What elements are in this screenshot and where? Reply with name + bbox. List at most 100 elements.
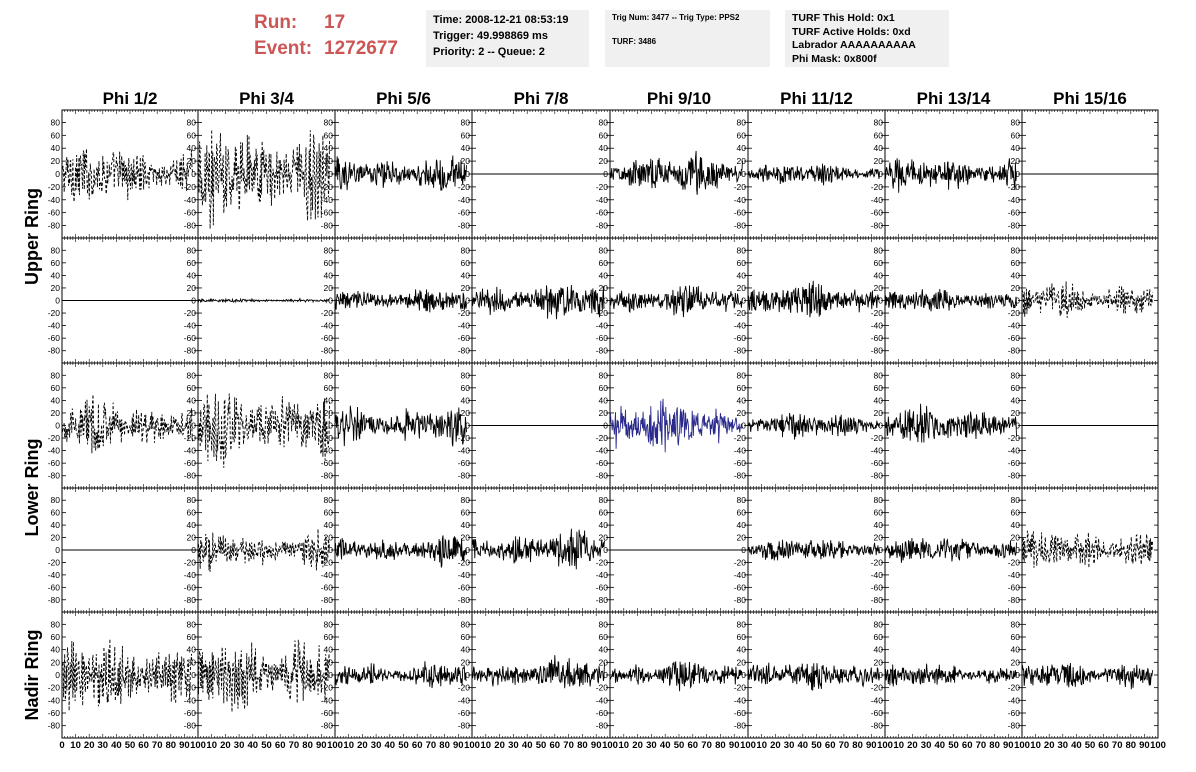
y-tick-label: 80 bbox=[324, 619, 334, 629]
y-tick-label: -80 bbox=[184, 221, 197, 231]
y-tick-label: -60 bbox=[321, 582, 334, 592]
waveform-trace bbox=[471, 528, 605, 570]
y-tick-label: 0 bbox=[878, 421, 883, 431]
y-tick-label: 0 bbox=[465, 421, 470, 431]
y-tick-label: -40 bbox=[184, 570, 197, 580]
y-tick-label: 20 bbox=[599, 533, 609, 543]
y-tick-label: 40 bbox=[324, 395, 334, 405]
y-tick-label: 60 bbox=[737, 632, 747, 642]
y-tick-label: 20 bbox=[599, 408, 609, 418]
panel: 80 60 40 20 0 -20 -40 -60 -80 bbox=[321, 109, 473, 239]
y-tick-label: 80 bbox=[737, 117, 747, 127]
y-tick-label: 20 bbox=[187, 156, 197, 166]
y-tick-label: 80 bbox=[737, 370, 747, 380]
y-tick-label: 0 bbox=[55, 670, 60, 680]
y-tick-label: 60 bbox=[599, 632, 609, 642]
y-tick-label: 0 bbox=[741, 296, 746, 306]
y-tick-label: 40 bbox=[51, 645, 61, 655]
waveform-trace bbox=[197, 528, 330, 572]
y-tick-label: 60 bbox=[51, 508, 61, 518]
y-tick-label: 0 bbox=[603, 421, 608, 431]
y-tick-label: 40 bbox=[737, 143, 747, 153]
y-tick-label: 40 bbox=[737, 520, 747, 530]
y-tick-label: -40 bbox=[871, 195, 884, 205]
y-tick-label: 40 bbox=[874, 143, 884, 153]
panel-frame bbox=[61, 109, 199, 239]
y-tick-label: 40 bbox=[324, 645, 334, 655]
y-tick-label: 0 bbox=[741, 545, 746, 555]
y-tick-label: -20 bbox=[184, 308, 197, 318]
panel: 80 60 40 20 0 -20 -40 -60 -80 bbox=[321, 611, 473, 739]
waveform-trace bbox=[334, 155, 467, 191]
y-tick-label: 60 bbox=[461, 130, 471, 140]
y-tick-label: 60 bbox=[599, 383, 609, 393]
y-tick-label: 40 bbox=[1011, 143, 1021, 153]
panel: 80 60 40 20 0 -20 -40 -60 -80 bbox=[596, 237, 749, 364]
y-tick-label: 40 bbox=[599, 395, 609, 405]
y-tick-label: -60 bbox=[458, 333, 471, 343]
y-tick-label: 20 bbox=[737, 408, 747, 418]
y-tick-label: 80 bbox=[1011, 495, 1021, 505]
y-tick-label: 20 bbox=[874, 156, 884, 166]
y-tick-label: -60 bbox=[596, 208, 609, 218]
waveform-trace bbox=[61, 148, 194, 202]
y-tick-label: -40 bbox=[321, 446, 334, 456]
column-header: Phi 7/8 bbox=[514, 89, 569, 108]
y-tick-label: 80 bbox=[874, 117, 884, 127]
y-tick-label: -20 bbox=[871, 182, 884, 192]
y-tick-label: -80 bbox=[321, 346, 334, 356]
y-tick-label: 80 bbox=[874, 495, 884, 505]
y-tick-label: -40 bbox=[184, 695, 197, 705]
y-tick-label: 80 bbox=[51, 619, 61, 629]
y-tick-label: -40 bbox=[734, 321, 747, 331]
y-tick-label: 40 bbox=[599, 270, 609, 280]
run-label: Run: bbox=[254, 12, 298, 33]
phi-mask-text: Phi Mask: 0x800f bbox=[792, 52, 877, 65]
y-tick-label: 0 bbox=[328, 421, 333, 431]
y-tick-label: -20 bbox=[458, 433, 471, 443]
y-tick-label: -40 bbox=[1008, 321, 1021, 331]
waveform-trace bbox=[884, 158, 1017, 193]
y-tick-label: 20 bbox=[51, 533, 61, 543]
y-tick-label: 60 bbox=[51, 258, 61, 268]
y-tick-label: 80 bbox=[187, 619, 197, 629]
y-tick-label: 40 bbox=[51, 520, 61, 530]
waveform-trace bbox=[334, 535, 467, 568]
y-tick-label: 20 bbox=[324, 657, 334, 667]
run-value: 17 bbox=[324, 12, 346, 33]
y-tick-label: -20 bbox=[184, 683, 197, 693]
event-line: Event: 1272677 bbox=[254, 36, 398, 62]
y-tick-label: -20 bbox=[734, 433, 747, 443]
y-tick-label: -60 bbox=[48, 582, 61, 592]
waveform-trace bbox=[747, 163, 880, 186]
y-tick-label: 20 bbox=[187, 408, 197, 418]
panel: 80 60 40 20 0 -20 -40 -60 -80 bbox=[321, 362, 473, 489]
y-tick-label: 80 bbox=[51, 117, 61, 127]
panel: 80 60 40 20 0 -20 -40 -60 -80 bbox=[458, 362, 611, 489]
panel: 80 60 40 20 0 -20 -40 -60 -80 bbox=[184, 487, 336, 613]
y-tick-label: -60 bbox=[596, 582, 609, 592]
y-tick-label: -60 bbox=[184, 582, 197, 592]
y-tick-label: -60 bbox=[734, 582, 747, 592]
y-tick-label: 0 bbox=[465, 169, 470, 179]
waveform-trace bbox=[61, 638, 194, 711]
column-header: Phi 5/6 bbox=[376, 89, 431, 108]
y-tick-label: 80 bbox=[187, 117, 197, 127]
y-tick-label: 20 bbox=[599, 156, 609, 166]
y-tick-label: 0 bbox=[55, 421, 60, 431]
y-tick-label: 80 bbox=[324, 370, 334, 380]
y-tick-label: -80 bbox=[48, 221, 61, 231]
y-tick-label: -40 bbox=[48, 446, 61, 456]
y-tick-label: -60 bbox=[321, 458, 334, 468]
y-tick-label: -60 bbox=[1008, 208, 1021, 218]
y-tick-label: 0 bbox=[1015, 169, 1020, 179]
y-tick-label: -80 bbox=[321, 221, 334, 231]
y-tick-label: 80 bbox=[51, 370, 61, 380]
panel: 80 60 40 20 0 -20 -40 -60 -80 bbox=[734, 237, 886, 364]
panel: 80 60 40 20 0 -20 -40 -60 -80 bbox=[48, 109, 199, 239]
y-tick-label: 0 bbox=[1015, 296, 1020, 306]
y-tick-label: -40 bbox=[596, 570, 609, 580]
y-tick-label: 20 bbox=[1011, 408, 1021, 418]
y-tick-label: -80 bbox=[458, 721, 471, 731]
panel: 80 60 40 20 0 -20 -40 -60 -80 bbox=[458, 487, 611, 613]
